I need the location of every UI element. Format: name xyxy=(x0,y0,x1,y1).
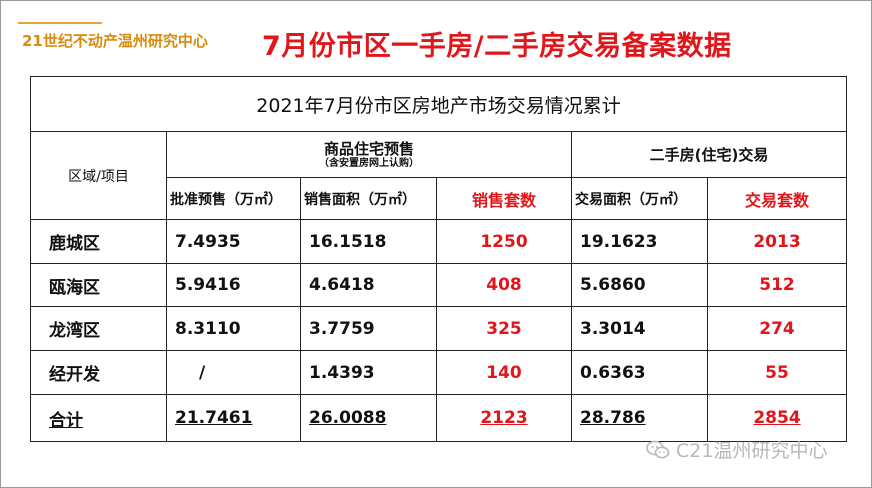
table-cell: 274 xyxy=(706,306,848,351)
group-new-note: （含安置房网上认购） xyxy=(319,157,419,169)
table-cell: 0.6363 xyxy=(571,350,708,395)
area-name: 龙湾区 xyxy=(30,306,167,351)
total-label: 合计 xyxy=(30,394,167,442)
area-name: 鹿城区 xyxy=(30,219,167,264)
area-name: 瓯海区 xyxy=(30,263,167,307)
watermark: C21温州研究中心 xyxy=(646,436,827,463)
column-header: 批准预售（万㎡） xyxy=(166,177,301,220)
table-cell: 7.4935 xyxy=(166,219,301,264)
table-cell: 2854 xyxy=(706,394,848,442)
table-cell: 3.7759 xyxy=(300,306,437,351)
group-second-hand: 二手房(住宅)交易 xyxy=(570,131,848,178)
column-header: 交易面积（万㎡） xyxy=(571,177,708,220)
table-row: 鹿城区 7.4935 16.1518 1250 19.1623 2013 xyxy=(30,219,848,264)
table-cell: 4.6418 xyxy=(300,263,437,307)
table-row: 经开发 / 1.4393 140 0.6363 55 xyxy=(30,350,848,395)
table-cell: 1.4393 xyxy=(300,350,437,395)
row-header-label: 区域/项目 xyxy=(30,131,167,220)
table-cell: 16.1518 xyxy=(300,219,437,264)
group-new-housing: 商品住宅预售 （含安置房网上认购） xyxy=(166,131,572,178)
table-cell: 3.3014 xyxy=(571,306,708,351)
table-cell: 28.786 xyxy=(571,394,708,442)
transaction-table: 2021年7月份市区房地产市场交易情况累计 区域/项目 商品住宅预售 （含安置房… xyxy=(29,76,848,442)
table-cell: 2123 xyxy=(436,394,572,442)
table-cell: 140 xyxy=(436,350,572,395)
table-cell: 512 xyxy=(706,263,848,307)
table-cell: 5.9416 xyxy=(166,263,301,307)
table-cell: 19.1623 xyxy=(571,219,708,264)
area-name: 经开发 xyxy=(30,350,167,395)
wechat-icon xyxy=(646,440,670,460)
group-new-title: 商品住宅预售 xyxy=(323,139,414,158)
table-cell: 408 xyxy=(436,263,572,307)
table-cell: 21.7461 xyxy=(166,394,301,442)
table-cell: / xyxy=(166,350,301,395)
total-row: 合计 21.7461 26.0088 2123 28.786 2854 xyxy=(30,394,848,442)
table-cell: 26.0088 xyxy=(300,394,437,442)
table-row: 龙湾区 8.3110 3.7759 325 3.3014 274 xyxy=(30,306,848,351)
table-caption: 2021年7月份市区房地产市场交易情况累计 xyxy=(29,76,848,132)
column-header: 销售套数 xyxy=(436,177,572,220)
watermark-text: C21温州研究中心 xyxy=(676,440,828,462)
column-header: 交易套数 xyxy=(706,177,848,220)
table-cell: 8.3110 xyxy=(166,306,301,351)
org-underline xyxy=(18,22,102,24)
table-cell: 2013 xyxy=(706,219,848,264)
page-title: 7月份市区一手房/二手房交易备案数据 xyxy=(262,31,732,62)
table-cell: 325 xyxy=(436,306,572,351)
table-row: 瓯海区 5.9416 4.6418 408 5.6860 512 xyxy=(30,263,848,307)
column-header: 销售面积（万㎡） xyxy=(300,177,437,220)
table-cell: 1250 xyxy=(436,219,572,264)
table-cell: 55 xyxy=(706,350,848,395)
org-name: 21世纪不动产温州研究中心 xyxy=(22,32,208,50)
table-cell: 5.6860 xyxy=(571,263,708,307)
